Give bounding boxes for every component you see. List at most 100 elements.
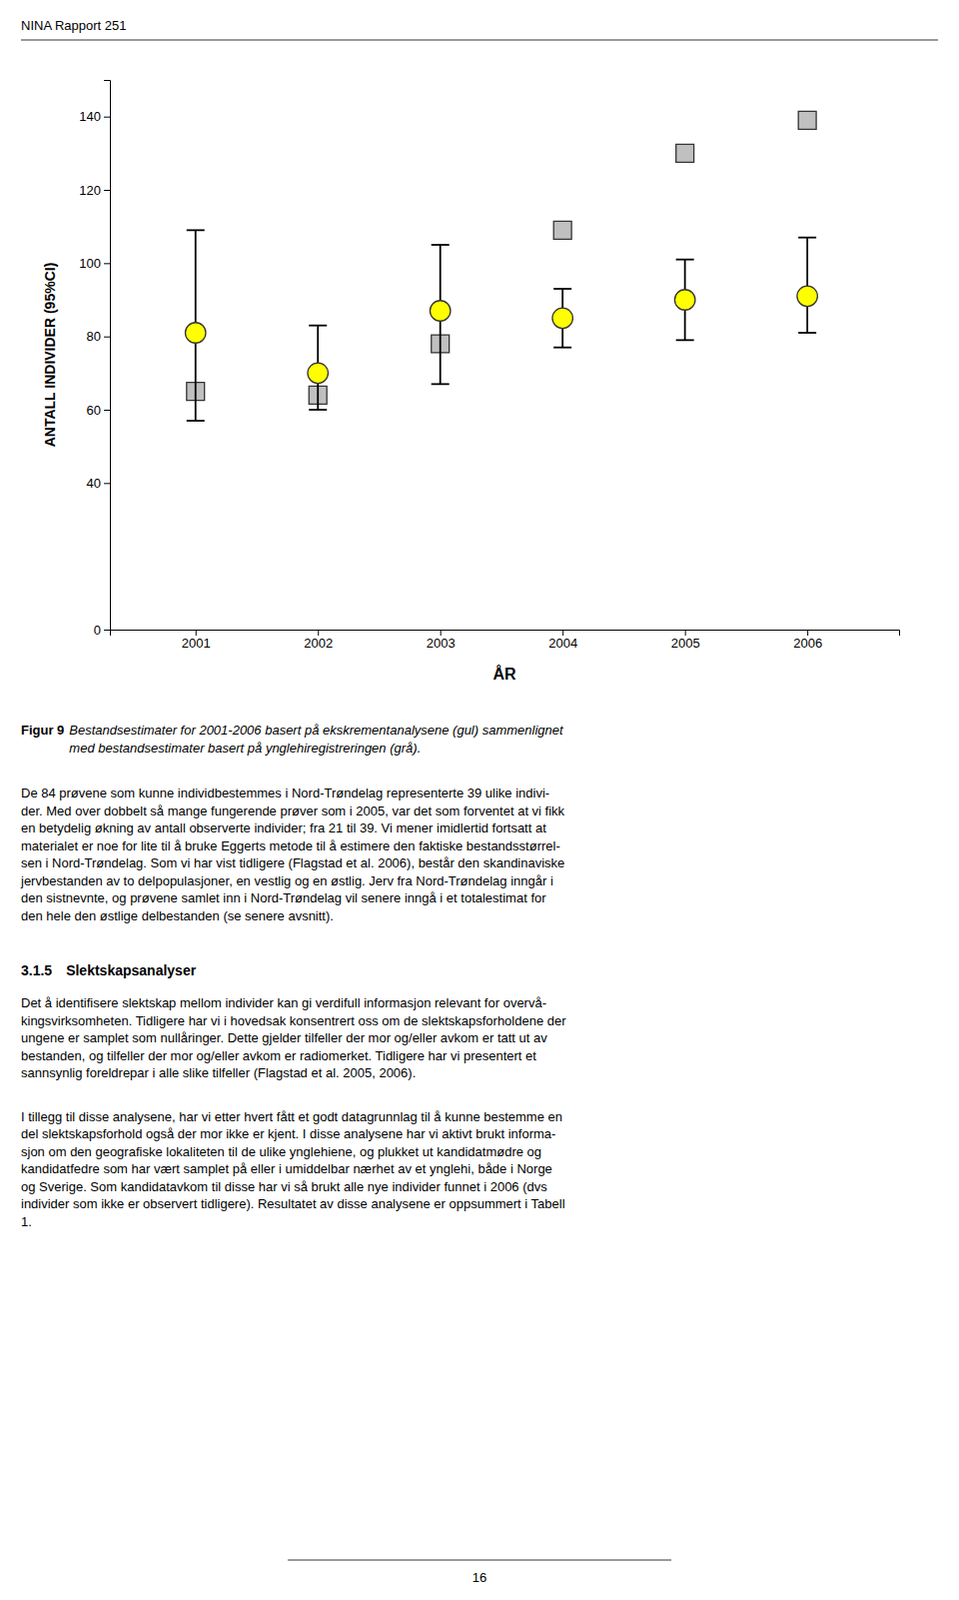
y-tick-label: 0 — [93, 622, 101, 638]
series — [186, 110, 817, 404]
y-tick: 40 — [86, 475, 110, 491]
error-bar-cap-high — [431, 243, 450, 246]
y-tick-label: 120 — [78, 182, 101, 198]
paragraph-line: den sistnevnte, og prøvene samlet inn i … — [20, 890, 547, 906]
x-tick-label: 2006 — [793, 635, 823, 651]
y-tick-mark — [103, 336, 110, 338]
x-tick-mark — [562, 629, 564, 636]
x-tick-label: 2004 — [548, 635, 578, 651]
point — [184, 322, 205, 343]
paragraph-line: kandidatfedre som har vært samplet på el… — [20, 1160, 553, 1176]
paragraph-line: der. Med over dobbelt så mange fungerend… — [20, 803, 566, 819]
y-tick: 100 — [78, 255, 110, 271]
paragraph-line: ungene er samplet som nullåringer. Dette… — [20, 1029, 548, 1045]
y-tick-mark — [103, 262, 110, 264]
chart: 2001 2002 2003 2004 2005 2006 0 40 60 80 100 120 140… — [41, 80, 901, 684]
x-tick-mark — [317, 629, 319, 636]
paragraph-line: sen i Nord-Trøndelag. Som vi har vist ti… — [20, 855, 565, 871]
y-tick: 60 — [86, 402, 110, 418]
caption-line: Bestandsestimater for 2001-2006 basert p… — [68, 722, 565, 738]
error-bar-stem — [806, 237, 809, 333]
point — [553, 220, 572, 239]
error-bar-cap-high — [676, 258, 695, 261]
error-bar-cap-high — [186, 228, 205, 231]
y-tick: 140 — [78, 108, 110, 124]
y-tick-mark — [103, 629, 110, 631]
y-tick-mark — [103, 189, 110, 191]
x-axis-line — [110, 630, 901, 637]
y-tick: 80 — [86, 328, 110, 344]
error-bar-cap-low — [308, 408, 327, 411]
y-axis-title: ANTALL INDIVIDER (95%CI) — [41, 262, 58, 448]
paragraph-line: og Sverige. Som kandidatavkom til disse … — [20, 1178, 548, 1194]
y-tick: 0 — [93, 622, 110, 638]
x-tick-mark — [440, 629, 442, 636]
y-tick-label: 80 — [86, 328, 101, 344]
x-tick: 2002 — [303, 629, 333, 651]
plot-marks — [184, 110, 818, 421]
figure-label: Figur 9 — [20, 722, 64, 738]
footer-rule — [287, 1559, 672, 1561]
paragraph-line: jervbestanden av to delpopulasjoner, en … — [19, 873, 554, 889]
error-bar-cap-low — [798, 331, 817, 334]
error-bar-cap-low — [676, 338, 695, 341]
point — [429, 300, 450, 321]
point — [674, 289, 695, 310]
y-tick-label: 60 — [86, 402, 101, 418]
x-tick-mark — [807, 629, 809, 636]
x-axis-title: ÅR — [492, 664, 517, 683]
x-tick-mark — [195, 629, 197, 636]
x-tick: 2006 — [793, 629, 823, 651]
section-title: Slektskapsanalyser — [65, 961, 197, 978]
section-number: 3.1.5 — [20, 961, 52, 978]
page: NINA Rapport 251 2001 2002 2003 2004 2005 2006… — [0, 0, 959, 1600]
y-tick-mark — [103, 116, 110, 118]
error-bar-cap-low — [553, 346, 572, 349]
y-tick-label: 100 — [78, 255, 101, 271]
point — [676, 143, 695, 162]
paragraph-line: 1. — [20, 1213, 32, 1229]
point — [552, 307, 573, 328]
x-tick-label: 2002 — [303, 635, 333, 651]
paragraph-line: del slektskapsforhold også der mor ikke … — [20, 1125, 556, 1141]
x-tick: 2005 — [671, 629, 701, 651]
error-bar-cap-low — [186, 419, 205, 422]
series — [184, 229, 818, 421]
point — [797, 285, 818, 306]
x-tick: 2003 — [426, 629, 456, 651]
y-axis-line — [103, 80, 111, 631]
paragraph-line: Det å identifisere slektskap mellom indi… — [20, 994, 547, 1010]
x-tick: 2004 — [548, 629, 578, 651]
paragraph-line: I tillegg til disse analysene, har vi et… — [20, 1108, 563, 1124]
error-bar-cap-high — [553, 287, 572, 290]
caption-line: med bestandsestimater basert på ynglehir… — [68, 740, 421, 756]
paragraph-line: De 84 prøvene som kunne individbestemmes… — [20, 785, 550, 801]
point — [307, 362, 328, 383]
paragraph-line: den hele den østlige delbestanden (se se… — [20, 908, 334, 924]
x-tick-label: 2001 — [181, 635, 211, 651]
y-tick-label: 140 — [78, 108, 101, 124]
paragraph-line: bestanden, og tilfeller der mor og/eller… — [20, 1047, 537, 1063]
page-number: 16 — [472, 1569, 487, 1585]
paragraph-line: materialet er noe for lite til å bruke E… — [20, 838, 561, 854]
y-tick-label: 40 — [86, 475, 101, 491]
x-tick-label: 2003 — [426, 635, 456, 651]
error-bar-cap-low — [431, 382, 450, 385]
paragraph-line: individer som ikke er observert tidliger… — [20, 1195, 566, 1211]
x-axis: 2001 2002 2003 2004 2005 2006 — [110, 629, 901, 651]
y-tick-mark — [103, 482, 110, 484]
x-tick: 2001 — [181, 629, 211, 651]
header: NINA Rapport 251 — [20, 17, 127, 33]
paragraph-line: en betydelig økning av antall observerte… — [20, 820, 547, 836]
point — [798, 110, 817, 129]
error-bar-cap-high — [798, 236, 817, 239]
paragraph-line: kingsvirksomheten. Tidligere har vi i ho… — [20, 1012, 567, 1028]
paragraph-line: sjon om den geografiske lokaliteten til … — [20, 1143, 542, 1159]
error-bar — [798, 237, 817, 333]
y-axis: 0 40 60 80 100 120 140 — [78, 80, 110, 638]
y-tick: 120 — [78, 182, 110, 198]
error-bar-cap-high — [308, 324, 327, 327]
x-tick-label: 2005 — [671, 635, 701, 651]
x-tick-mark — [685, 629, 687, 636]
paragraph-line: sannsynlig foreldrepar i alle slike tilf… — [20, 1064, 416, 1080]
